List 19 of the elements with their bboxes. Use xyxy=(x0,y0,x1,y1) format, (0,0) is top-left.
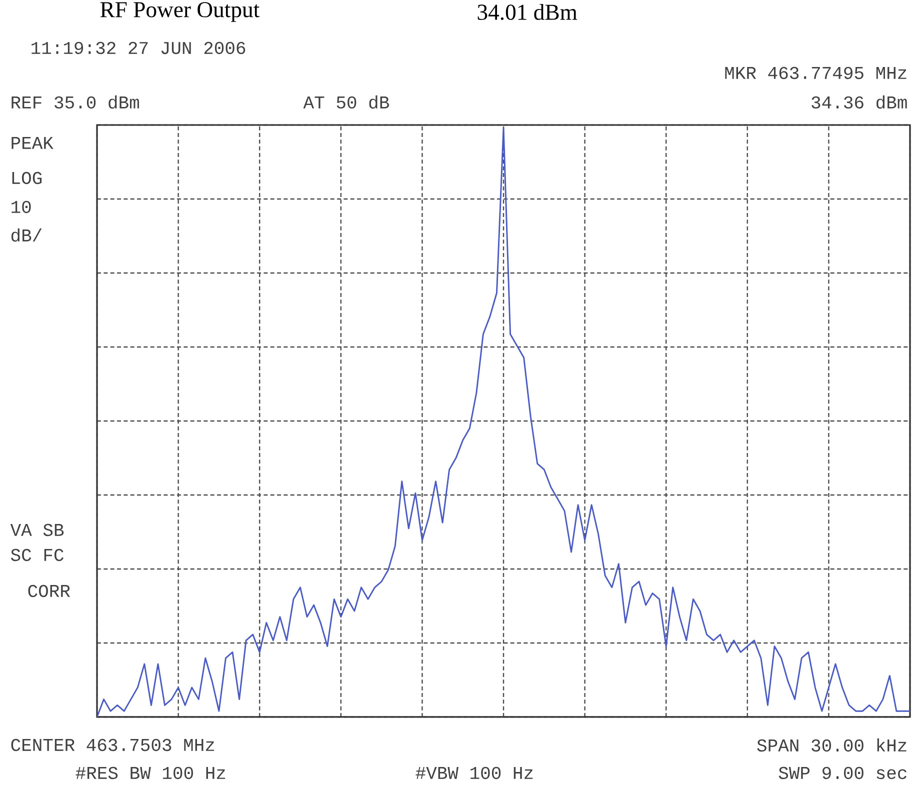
text: VA SB xyxy=(10,524,64,536)
text: SPAN 30.00 kHz xyxy=(757,738,906,752)
text: CENTER 463.7503 MHz xyxy=(11,738,214,752)
chart-subtitle: 34.01 dBm xyxy=(478,4,578,20)
text: 11:19:32 27 JUN 2006 xyxy=(32,42,246,54)
text: 34.36 dBm xyxy=(812,95,907,109)
text: MKR 463.77495 MHz xyxy=(725,66,906,80)
text: AT 50 dB xyxy=(303,95,389,109)
text: SC FC xyxy=(10,548,64,562)
text: REF 35.0 dBm xyxy=(12,95,139,109)
text: CORR xyxy=(28,584,70,598)
text: 10 xyxy=(12,200,31,214)
text: PEAK xyxy=(12,137,54,149)
text: dB/ xyxy=(11,228,42,242)
text: LOG xyxy=(12,172,42,184)
text: #VBW 100 Hz xyxy=(416,766,533,780)
text: SWP 9.00 sec xyxy=(778,766,906,780)
chart-title: RF Power Output xyxy=(100,2,260,22)
text: #RES BW 100 Hz xyxy=(76,766,226,780)
